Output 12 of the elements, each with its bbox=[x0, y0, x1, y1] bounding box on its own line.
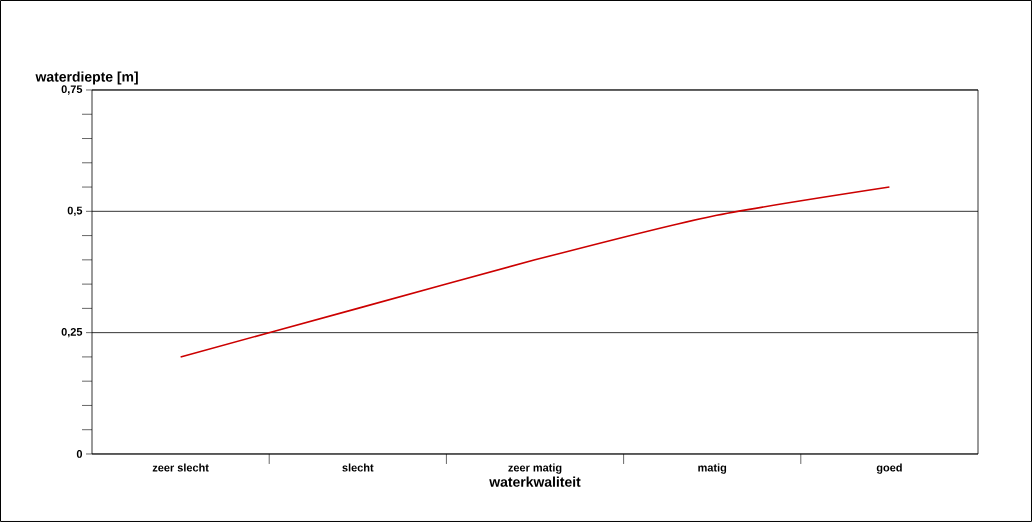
x-tick-label: zeer slecht bbox=[152, 463, 209, 472]
y-tick-label: 0,25 bbox=[61, 327, 83, 338]
x-tick-label: zeer matig bbox=[508, 463, 562, 474]
y-axis-title: waterdiepte [m] bbox=[35, 71, 138, 85]
y-tick-label: 0 bbox=[76, 450, 83, 458]
x-axis-title: waterkwaliteit bbox=[489, 476, 581, 487]
x-tick-label: goed bbox=[876, 463, 902, 474]
y-tick-label: 0,75 bbox=[61, 85, 83, 95]
x-tick-label: slecht bbox=[342, 463, 374, 472]
x-tick-label: matig bbox=[698, 463, 727, 474]
y-tick-label: 0,5 bbox=[67, 206, 83, 216]
line-series bbox=[179, 186, 891, 358]
